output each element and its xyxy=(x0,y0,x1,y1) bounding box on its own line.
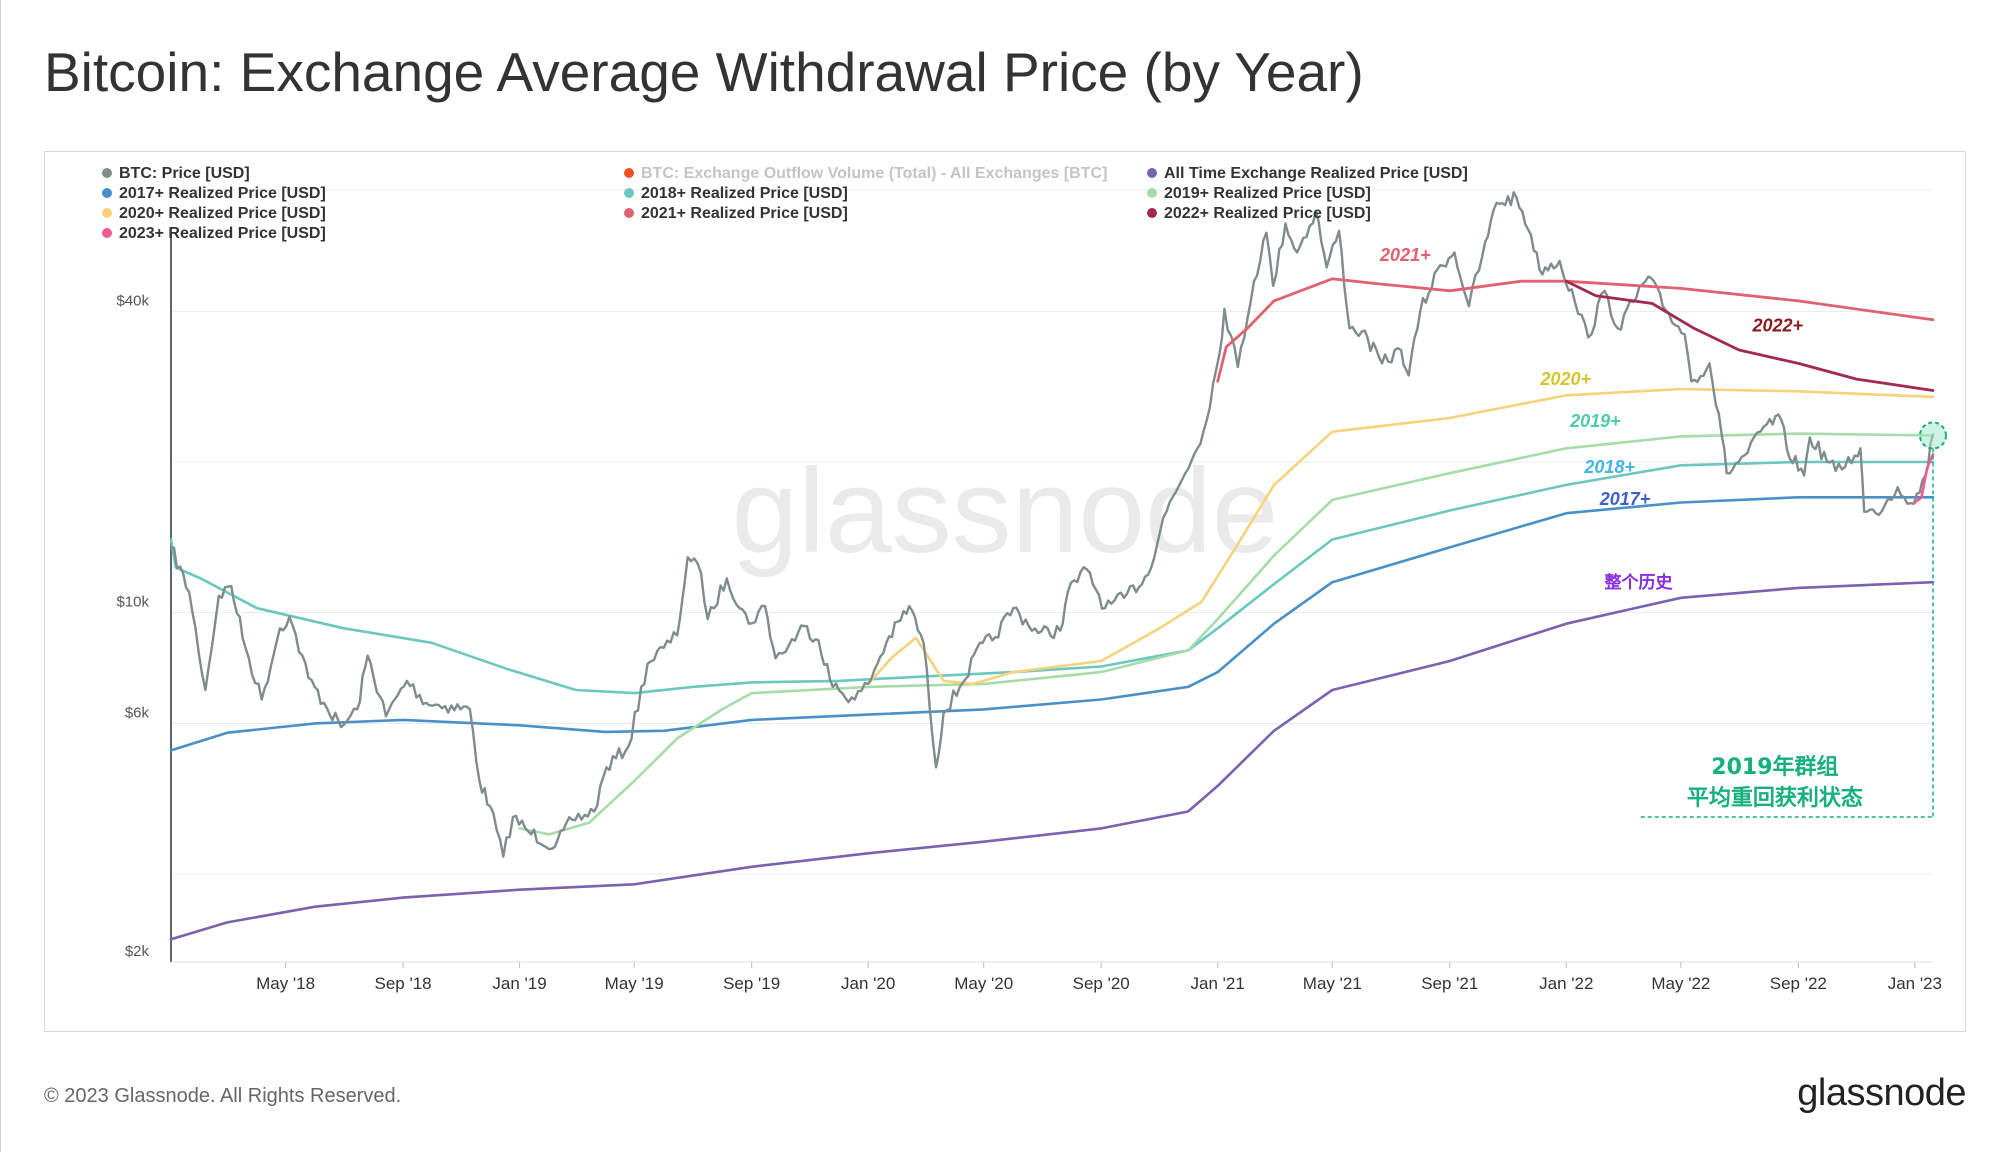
callout-text-line1: 2019年群组 xyxy=(1711,754,1838,780)
series-line-y2021 xyxy=(1216,277,1935,383)
x-tick-label: May '20 xyxy=(954,974,1013,993)
x-tick-label: May '18 xyxy=(256,974,315,993)
legend-item[interactable]: BTC: Price [USD] xyxy=(102,165,250,182)
legend-label: 2023+ Realized Price [USD] xyxy=(119,225,326,242)
series-line-y2023 xyxy=(1913,453,1935,504)
x-tick-label: Jan '19 xyxy=(492,974,546,993)
callout-text-line2: 平均重回获利状态 xyxy=(1687,785,1863,811)
legend-swatch xyxy=(1147,168,1157,178)
series-layer xyxy=(169,191,1935,941)
legend-swatch xyxy=(624,208,634,218)
x-tick-label: May '22 xyxy=(1651,974,1710,993)
x-tick-label: Sep '22 xyxy=(1770,974,1827,993)
y-tick-label: $10k xyxy=(116,594,149,611)
series-label: 2020+ xyxy=(1539,369,1591,389)
series-line-y2022 xyxy=(1564,279,1935,392)
x-tick-label: May '19 xyxy=(605,974,664,993)
chart-svg: $2k$6k$10k$40k May '18 Sep '18 Jan '19 May … xyxy=(102,165,1947,993)
brand-logo-text: glassnode xyxy=(1797,1072,1966,1114)
callout-marker xyxy=(1919,421,1947,450)
legend-label: 2019+ Realized Price [USD] xyxy=(1164,185,1371,202)
legend-label: 2022+ Realized Price [USD] xyxy=(1164,205,1371,222)
page-title: Bitcoin: Exchange Average Withdrawal Pri… xyxy=(44,41,1364,103)
y-axis: $2k $6k $10k $40k xyxy=(116,232,172,962)
legend-item[interactable]: 2022+ Realized Price [USD] xyxy=(1147,205,1371,222)
legend-label: BTC: Price [USD] xyxy=(119,165,250,182)
chart-frame: $2k $6k $10k $40k May '18 Sep '18 Jan '19 May … xyxy=(44,151,1966,1032)
legend-swatch xyxy=(102,228,112,238)
legend-item[interactable]: 2018+ Realized Price [USD] xyxy=(624,185,848,202)
series-label: 2021+ xyxy=(1379,245,1431,265)
series-label: 2019+ xyxy=(1569,411,1621,431)
series-line-price xyxy=(169,191,1935,858)
legend-swatch xyxy=(624,188,634,198)
legend-label: 2021+ Realized Price [USD] xyxy=(641,205,848,222)
series-label: 2022+ xyxy=(1752,315,1804,335)
series-line-y2019 xyxy=(518,432,1935,836)
legend-label: 2017+ Realized Price [USD] xyxy=(119,185,326,202)
legend-swatch xyxy=(624,168,634,178)
series-line-y2018 xyxy=(169,460,1935,695)
watermark-text: glassnode xyxy=(731,444,1278,578)
legend-item[interactable]: 2023+ Realized Price [USD] xyxy=(102,225,326,242)
x-axis: May '18 Sep '18 Jan '19 May '19 Sep '19 Jan '… xyxy=(171,961,1942,993)
x-tick-label: Jan '20 xyxy=(841,974,895,993)
series-labels: 2021+ 2022+ 2020+ 2019+ 2018+ 2017+ 整个历史 xyxy=(1379,245,1803,593)
legend-label: 2018+ Realized Price [USD] xyxy=(641,185,848,202)
legend-item[interactable]: 2020+ Realized Price [USD] xyxy=(102,205,326,222)
x-tick-label: Sep '19 xyxy=(723,974,780,993)
legend-swatch xyxy=(1147,208,1157,218)
y-tick-label: $2k xyxy=(125,943,150,960)
legend-swatch xyxy=(1147,188,1157,198)
legend-item[interactable]: 2017+ Realized Price [USD] xyxy=(102,185,326,202)
series-line-y2017 xyxy=(169,496,1935,752)
x-tick-label: Sep '20 xyxy=(1073,974,1130,993)
legend-label: BTC: Exchange Outflow Volume (Total) - A… xyxy=(641,165,1107,182)
x-tick-label: Jan '21 xyxy=(1191,974,1245,993)
page-left-rule xyxy=(0,0,1,1152)
x-tick-label: May '21 xyxy=(1303,974,1362,993)
x-tick-label: Sep '21 xyxy=(1421,974,1478,993)
series-label: 2017+ xyxy=(1599,489,1651,509)
x-tick-label: Jan '22 xyxy=(1539,974,1593,993)
series-label: 2018+ xyxy=(1583,457,1635,477)
legend-item[interactable]: 2021+ Realized Price [USD] xyxy=(624,205,848,222)
legend-item[interactable]: All Time Exchange Realized Price [USD] xyxy=(1147,165,1468,182)
legend-swatch xyxy=(102,188,112,198)
copyright-text: © 2023 Glassnode. All Rights Reserved. xyxy=(44,1085,402,1107)
x-tick-label: Jan '23 xyxy=(1888,974,1942,993)
legend-item[interactable]: BTC: Exchange Outflow Volume (Total) - A… xyxy=(624,165,1107,182)
legend-label: All Time Exchange Realized Price [USD] xyxy=(1164,165,1468,182)
series-line-all_time xyxy=(169,580,1935,941)
series-label: 整个历史 xyxy=(1604,572,1673,593)
legend-label: 2020+ Realized Price [USD] xyxy=(119,205,326,222)
legend[interactable]: BTC: Price [USD] BTC: Exchange Outflow Vo… xyxy=(102,165,1468,242)
series-line-y2020 xyxy=(866,387,1935,686)
legend-item[interactable]: 2019+ Realized Price [USD] xyxy=(1147,185,1371,202)
x-tick-label: Sep '18 xyxy=(374,974,431,993)
legend-swatch xyxy=(102,168,112,178)
legend-swatch xyxy=(102,208,112,218)
y-tick-label: $6k xyxy=(125,704,150,721)
y-tick-label: $40k xyxy=(116,293,149,310)
